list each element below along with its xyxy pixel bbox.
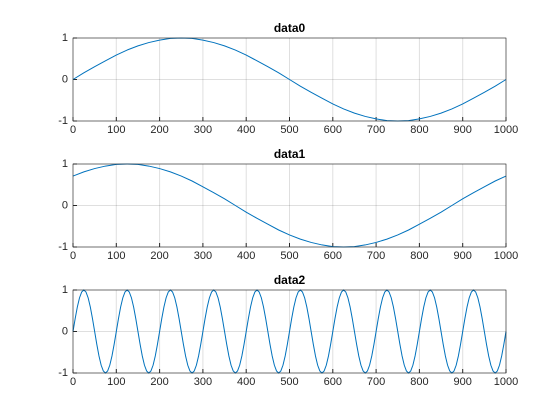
y-tick-label: -1	[58, 241, 68, 253]
y-tick-label: -1	[58, 115, 68, 127]
x-tick-label: 0	[70, 250, 76, 262]
y-tick-label: 1	[62, 32, 68, 44]
x-tick-label: 1000	[494, 250, 518, 262]
x-tick-label: 400	[237, 250, 255, 262]
x-tick-label: 700	[367, 250, 385, 262]
x-tick-label: 600	[324, 376, 342, 388]
x-tick-label: 200	[150, 376, 168, 388]
chart-title: data0	[274, 21, 306, 35]
y-tick-label: 1	[62, 158, 68, 170]
x-tick-label: 1000	[494, 376, 518, 388]
x-tick-label: 900	[454, 376, 472, 388]
x-tick-label: 300	[194, 124, 212, 136]
chart-title: data1	[274, 147, 306, 161]
x-tick-label: 400	[237, 124, 255, 136]
x-tick-label: 900	[454, 250, 472, 262]
x-tick-label: 500	[280, 250, 298, 262]
x-tick-label: 300	[194, 376, 212, 388]
x-tick-label: 600	[324, 250, 342, 262]
x-tick-label: 500	[280, 124, 298, 136]
x-tick-label: 900	[454, 124, 472, 136]
y-tick-label: 0	[62, 73, 68, 85]
chart-title: data2	[274, 273, 306, 287]
y-tick-label: 0	[62, 199, 68, 211]
x-tick-label: 0	[70, 376, 76, 388]
data-line	[72, 163, 507, 248]
x-tick-label: 800	[410, 124, 428, 136]
x-tick-label: 800	[410, 250, 428, 262]
x-tick-label: 0	[70, 124, 76, 136]
x-tick-label: 700	[367, 376, 385, 388]
x-tick-label: 200	[150, 124, 168, 136]
x-tick-label: 500	[280, 376, 298, 388]
x-tick-label: 100	[107, 124, 125, 136]
y-tick-label: 0	[62, 325, 68, 337]
x-tick-label: 400	[237, 376, 255, 388]
x-tick-label: 200	[150, 250, 168, 262]
x-tick-label: 300	[194, 250, 212, 262]
x-tick-label: 700	[367, 124, 385, 136]
axes-box	[72, 37, 507, 122]
data-line	[72, 289, 507, 374]
y-tick-label: 1	[62, 284, 68, 296]
axes-box	[72, 163, 507, 248]
axes-box	[72, 289, 507, 374]
x-tick-label: 100	[107, 250, 125, 262]
x-tick-label: 100	[107, 376, 125, 388]
x-tick-label: 800	[410, 376, 428, 388]
data-line	[72, 37, 507, 122]
x-tick-label: 600	[324, 124, 342, 136]
axes-background	[73, 164, 506, 247]
y-tick-label: -1	[58, 367, 68, 379]
x-tick-label: 1000	[494, 124, 518, 136]
